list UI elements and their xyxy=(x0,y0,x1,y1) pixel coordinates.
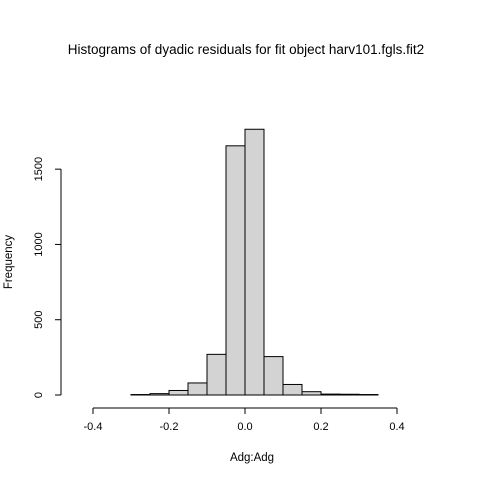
y-tick-label: 1500 xyxy=(33,157,45,181)
x-tick-label: -0.4 xyxy=(84,421,103,433)
y-tick-label: 500 xyxy=(33,311,45,329)
histogram-bar-8 xyxy=(226,146,245,395)
x-tick-label: 0.0 xyxy=(237,421,252,433)
x-axis-label: Adg:Adg xyxy=(230,452,274,464)
y-tick-label: 0 xyxy=(33,392,45,398)
histogram-bar-10 xyxy=(264,357,283,395)
histogram-bar-9 xyxy=(245,129,264,395)
x-tick-label: 0.4 xyxy=(389,421,404,433)
chart-title: Histograms of dyadic residuals for fit o… xyxy=(68,42,424,57)
histogram-bar-4 xyxy=(150,394,169,395)
histogram-bar-5 xyxy=(169,390,188,395)
y-axis-label: Frequency xyxy=(3,235,15,290)
y-axis: 0 500 1000 1500 xyxy=(33,157,61,398)
x-tick-label: -0.2 xyxy=(160,421,179,433)
histogram-bar-12 xyxy=(302,392,321,395)
histogram-bar-7 xyxy=(207,354,226,395)
histogram-bar-13 xyxy=(321,394,340,395)
x-axis: -0.4 -0.2 0.0 0.2 0.4 xyxy=(84,408,405,433)
x-tick-label: 0.2 xyxy=(313,421,328,433)
histogram-bars xyxy=(131,129,378,395)
histogram-bar-6 xyxy=(188,383,207,395)
histogram-bar-14 xyxy=(340,394,359,395)
y-tick-label: 1000 xyxy=(33,232,45,256)
histogram-bar-11 xyxy=(283,384,302,395)
